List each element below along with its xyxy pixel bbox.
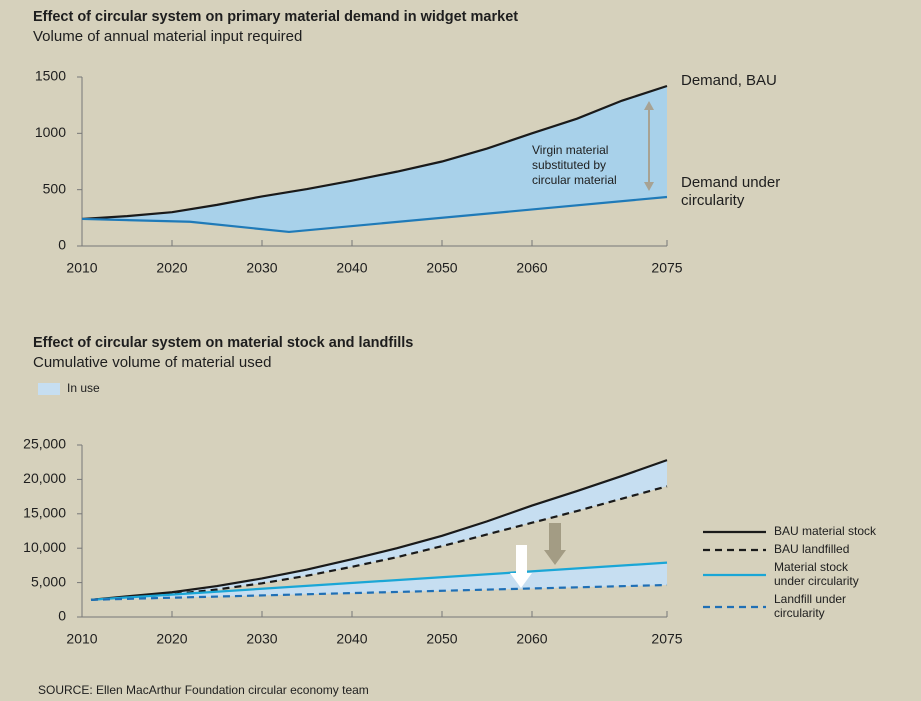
arrow-head: [644, 101, 654, 110]
x-tick-label: 2060: [516, 631, 547, 647]
x-tick-label: 2040: [336, 260, 367, 276]
y-tick-label: 15,000: [23, 505, 66, 521]
series-line: [90, 459, 668, 601]
x-tick-label: 2060: [516, 260, 547, 276]
x-tick-label: 2075: [651, 631, 682, 647]
series-line: [81, 84, 668, 221]
y-tick-label: 0: [58, 237, 66, 253]
arrow: [544, 523, 566, 565]
y-tick-label: 10,000: [23, 539, 66, 555]
y-tick-label: 0: [58, 608, 66, 624]
legend-label: In use: [67, 381, 100, 395]
y-tick-label: 25,000: [23, 436, 66, 452]
y-tick-label: 1500: [35, 68, 66, 84]
x-tick-label: 2050: [426, 631, 457, 647]
x-tick-label: 2010: [66, 631, 97, 647]
y-tick-label: 1000: [35, 124, 66, 140]
chart-title: Effect of circular system on material st…: [33, 335, 413, 351]
x-tick-label: 2040: [336, 631, 367, 647]
y-tick-label: 5,000: [31, 573, 66, 589]
x-tick-label: 2030: [246, 631, 277, 647]
chart-title: Effect of circular system on primary mat…: [33, 9, 518, 25]
legend-label: Landfill under circularity: [774, 592, 846, 620]
chart-subtitle: Volume of annual material input required: [33, 28, 302, 45]
series-label: Demand under circularity: [681, 174, 780, 209]
x-tick-label: 2050: [426, 260, 457, 276]
arrow-head: [644, 182, 654, 191]
shaded-area: [82, 86, 667, 232]
series-line: [90, 561, 668, 601]
chart-subtitle: Cumulative volume of material used: [33, 354, 271, 371]
arrow: [510, 545, 532, 588]
x-tick-label: 2020: [156, 260, 187, 276]
source-note: SOURCE: Ellen MacArthur Foundation circu…: [38, 683, 369, 697]
series-line: [90, 583, 668, 601]
y-tick-label: 20,000: [23, 470, 66, 486]
y-tick-label: 500: [43, 180, 67, 196]
x-tick-label: 2010: [66, 260, 97, 276]
x-tick-label: 2030: [246, 260, 277, 276]
legend-swatch: [38, 383, 60, 395]
x-tick-label: 2020: [156, 631, 187, 647]
series-line: [81, 195, 668, 234]
annotation: Virgin material substituted by circular ma…: [532, 143, 617, 187]
legend-label: Material stock under circularity: [774, 560, 859, 588]
series-label: Demand, BAU: [681, 72, 777, 89]
x-tick-label: 2075: [651, 260, 682, 276]
legend-label: BAU material stock: [774, 524, 877, 538]
legend-label: BAU landfilled: [774, 542, 849, 556]
